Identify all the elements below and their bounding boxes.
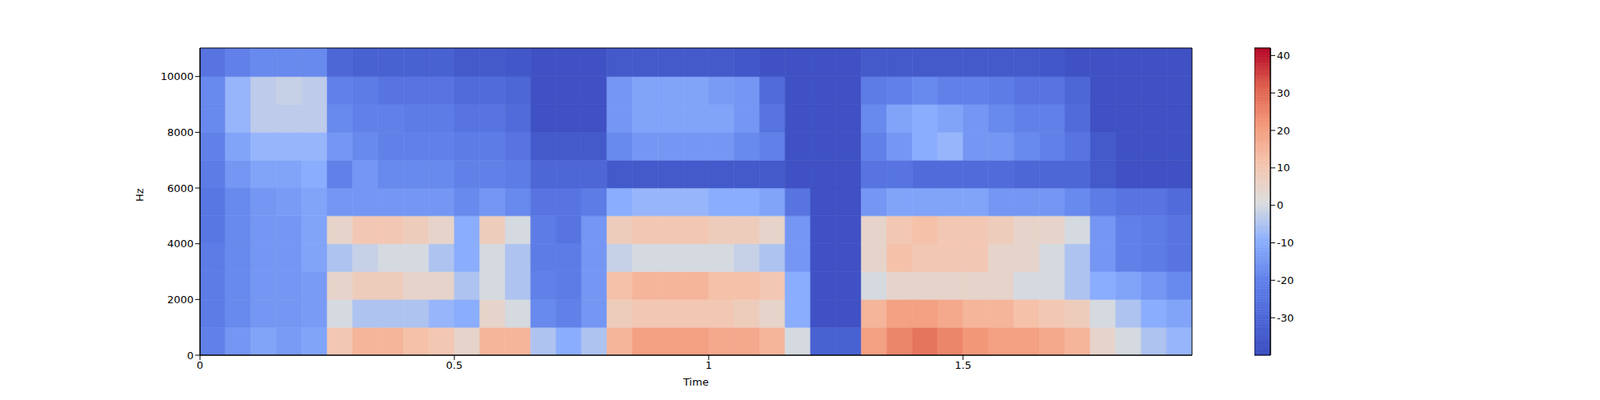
svg-text:10: 10 bbox=[1276, 161, 1291, 174]
svg-text:4000: 4000 bbox=[167, 237, 194, 250]
svg-text:40: 40 bbox=[1276, 49, 1291, 62]
svg-text:Hz: Hz bbox=[133, 188, 146, 202]
svg-text:20: 20 bbox=[1276, 124, 1291, 137]
svg-text:-10: -10 bbox=[1276, 236, 1294, 249]
svg-text:Time: Time bbox=[682, 376, 709, 388]
svg-text:0: 0 bbox=[187, 349, 194, 362]
svg-text:0: 0 bbox=[1276, 199, 1284, 212]
svg-text:8000: 8000 bbox=[167, 126, 194, 139]
svg-text:0: 0 bbox=[196, 359, 204, 372]
svg-text:1.5: 1.5 bbox=[955, 359, 972, 372]
svg-text:1: 1 bbox=[705, 359, 712, 372]
svg-text:0.5: 0.5 bbox=[446, 359, 464, 372]
svg-text:-30: -30 bbox=[1276, 312, 1294, 324]
svg-text:-20: -20 bbox=[1276, 274, 1294, 287]
svg-text:6000: 6000 bbox=[167, 182, 194, 195]
svg-text:2000: 2000 bbox=[167, 293, 194, 306]
svg-text:30: 30 bbox=[1276, 87, 1291, 100]
svg-text:10000: 10000 bbox=[160, 70, 194, 83]
